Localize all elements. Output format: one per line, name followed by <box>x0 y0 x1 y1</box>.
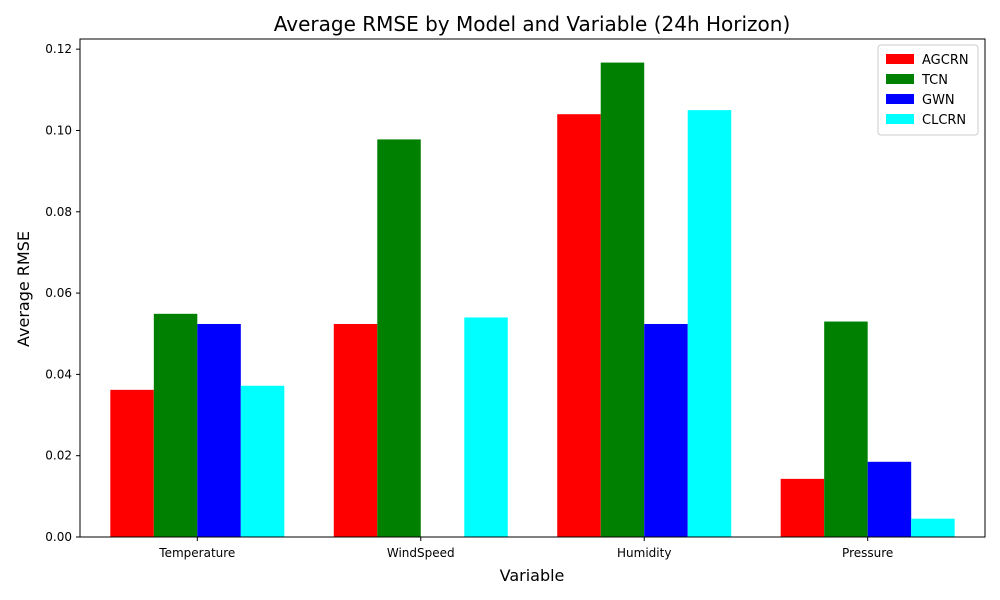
chart-title: Average RMSE by Model and Variable (24h … <box>274 12 791 36</box>
x-tick-label: Pressure <box>842 546 893 560</box>
x-axis-title: Variable <box>500 566 565 585</box>
bar-tcn-humidity <box>600 62 645 538</box>
bar-agcrn-humidity <box>557 114 601 537</box>
legend-swatch-tcn <box>886 74 914 84</box>
y-tick-label: 0.00 <box>45 530 72 544</box>
legend-box <box>877 44 979 136</box>
bar-clcrn-humidity <box>687 110 732 538</box>
legend-swatch-agcrn <box>886 54 914 64</box>
bar-tcn-pressure <box>824 321 868 537</box>
bar-gwn-humidity <box>644 323 688 537</box>
bar-gwn-pressure <box>867 461 912 537</box>
y-tick-label: 0.10 <box>45 123 72 137</box>
axes-layer: 0.00 0.02 0.04 0.06 0.08 0.10 0.12 Temperature W… <box>45 38 986 560</box>
y-tick-label: 0.06 <box>45 286 72 300</box>
bar-clcrn-pressure <box>911 518 955 537</box>
bars-layer <box>110 62 955 538</box>
x-tick-label: Temperature <box>158 546 235 560</box>
y-tick-label: 0.02 <box>45 449 72 463</box>
y-tick-label: 0.08 <box>45 205 72 219</box>
legend-label-agcrn: AGCRN <box>922 53 969 68</box>
legend-label-tcn: TCN <box>921 73 948 88</box>
legend-label-clcrn: CLCRN <box>922 113 966 128</box>
bar-clcrn-temperature <box>240 385 285 537</box>
legend: AGCRN TCN GWN CLCRN <box>877 44 979 136</box>
bar-tcn-temperature <box>153 313 198 537</box>
x-tick-label: WindSpeed <box>387 546 455 560</box>
plot-frame <box>79 38 986 538</box>
x-tick-label: Humidity <box>617 546 671 560</box>
legend-swatch-gwn <box>886 94 914 104</box>
bar-gwn-temperature <box>197 323 241 537</box>
bar-agcrn-windspeed <box>333 323 378 537</box>
y-tick-label: 0.04 <box>45 367 72 381</box>
bar-tcn-windspeed <box>377 139 421 537</box>
bar-clcrn-windspeed <box>464 317 508 537</box>
y-tick-label: 0.12 <box>45 42 72 56</box>
y-axis-title: Average RMSE <box>14 231 33 347</box>
legend-swatch-clcrn <box>886 114 914 124</box>
legend-label-gwn: GWN <box>922 93 955 108</box>
bar-agcrn-temperature <box>110 389 154 537</box>
bar-agcrn-pressure <box>780 478 825 537</box>
